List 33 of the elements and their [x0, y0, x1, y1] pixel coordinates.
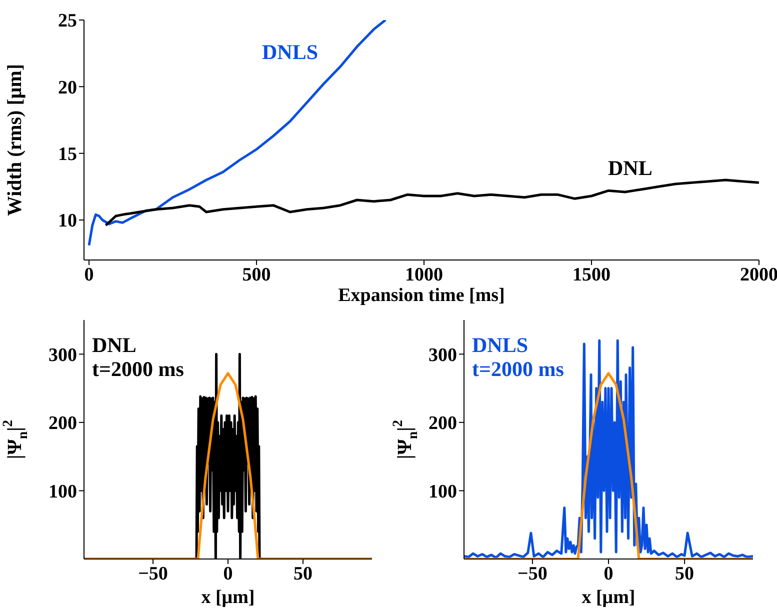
y-tick-label: 200 — [428, 413, 457, 434]
x-tick-label: 1500 — [572, 264, 611, 286]
y-tick-label: 10 — [58, 210, 77, 232]
x-axis-title: Expansion time [ms] — [338, 285, 505, 306]
line-series — [104, 178, 759, 227]
series-label: DNL — [608, 156, 652, 180]
y-tick-label: 300 — [48, 344, 77, 366]
x-tick-label: 500 — [242, 264, 271, 286]
line-series — [88, 20, 387, 247]
x-tick-label: 50 — [675, 563, 694, 584]
x-axis-title: x [μm] — [582, 587, 636, 608]
series-label: DNLS — [262, 40, 318, 64]
y-tick-label: 20 — [58, 77, 77, 98]
y-tick-label: 300 — [428, 344, 457, 366]
x-tick-label: −50 — [518, 563, 548, 584]
x-tick-label: 50 — [294, 563, 312, 584]
text: DNLS — [472, 333, 528, 357]
x-tick-label: 2000 — [740, 264, 777, 286]
x-tick-label: 0 — [84, 264, 94, 286]
x-tick-label: −50 — [138, 563, 168, 584]
annotation: t=2000 ms — [472, 357, 564, 381]
y-tick-label: 15 — [58, 144, 77, 166]
x-axis-title: x [μm] — [201, 587, 255, 608]
y-tick-label: 200 — [48, 413, 77, 434]
x-tick-label: 0 — [223, 563, 233, 584]
y-axis-title: Width (rms) [μm] — [4, 64, 26, 216]
x-tick-label: 0 — [604, 563, 614, 584]
y-tick-label: 100 — [428, 481, 457, 502]
annotation: t=2000 ms — [92, 357, 184, 381]
text: DNL — [92, 333, 136, 357]
y-tick-label: 100 — [48, 481, 77, 502]
x-tick-label: 1000 — [405, 264, 444, 286]
y-tick-label: 25 — [58, 10, 77, 32]
